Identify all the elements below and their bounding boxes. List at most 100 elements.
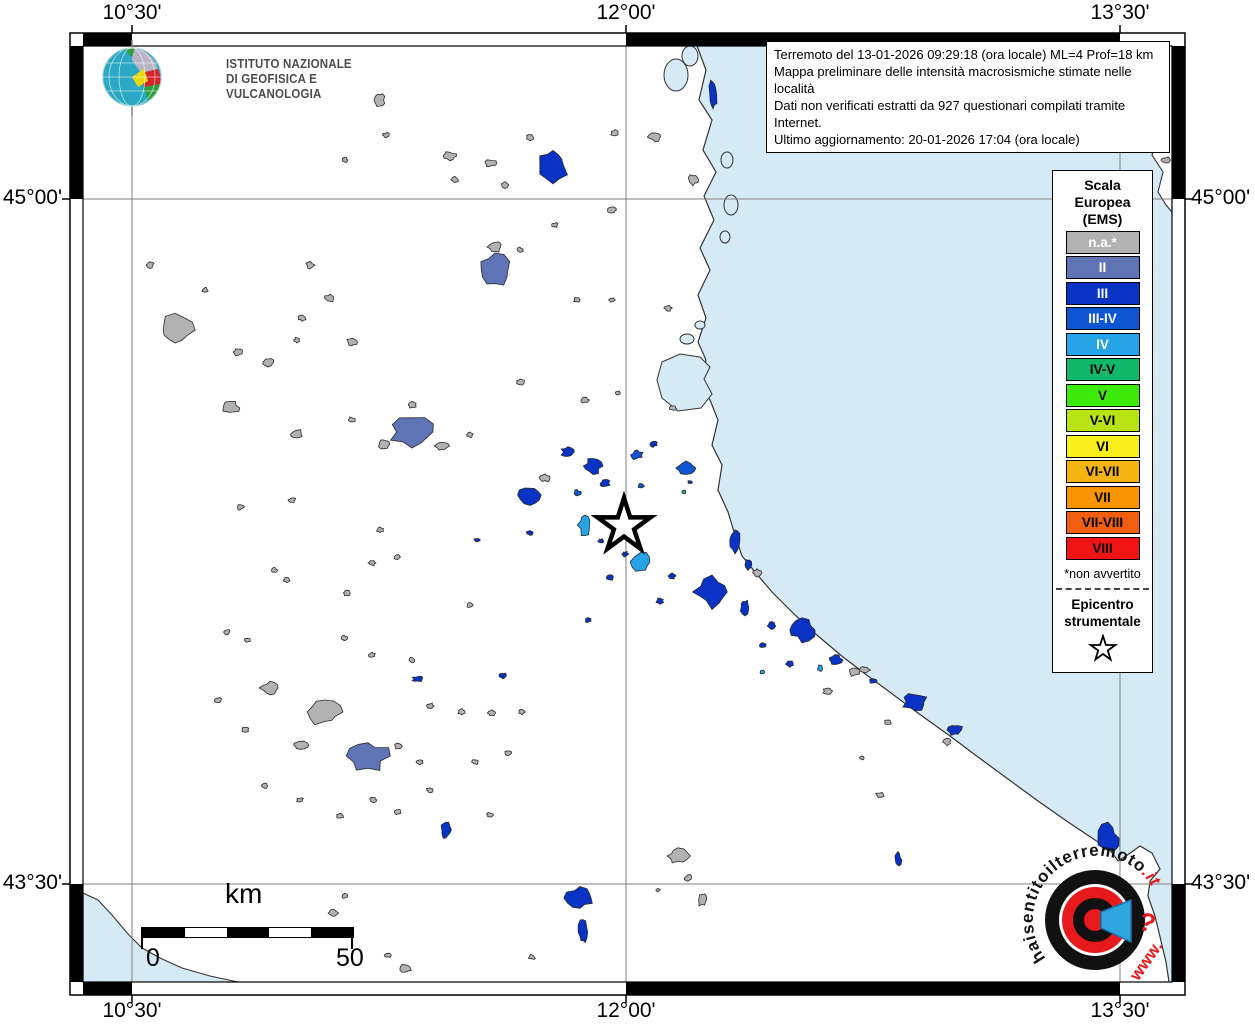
scalebar-start-label: 0: [146, 944, 160, 972]
locality-intensity-iii: [655, 597, 665, 605]
locality-intensity-na: [516, 378, 525, 386]
legend-swatch-vii8: VII-VIII: [1065, 511, 1140, 534]
locality-intensity-na: [340, 634, 349, 642]
megaphone-icon: [1100, 898, 1132, 944]
legend-swatch-viii: VIII: [1065, 536, 1140, 560]
locality-intensity-na: [346, 337, 358, 347]
legend-epicenter-line1: Epicentro: [1071, 596, 1134, 612]
ingv-org-name: ISTITUTO NAZIONALE DI GEOFISICA E VULCAN…: [226, 57, 410, 102]
locality-intensity-iv: [759, 669, 766, 675]
legend-title-line3: (EMS): [1082, 211, 1123, 227]
locality-intensity-iv5: [681, 489, 687, 495]
locality-intensity-na: [687, 174, 700, 187]
axis-label-top-1030: 10°30': [102, 1, 162, 24]
locality-intensity-na: [486, 812, 494, 818]
locality-intensity-iii: [687, 480, 693, 485]
legend-swatch-v6: V-VI: [1065, 409, 1140, 432]
locality-intensity-na: [466, 431, 474, 438]
locality-intensity-na: [287, 497, 297, 503]
legend-title-line1: Scala: [1084, 177, 1121, 193]
locality-intensity-na: [538, 473, 551, 483]
locality-intensity-na: [859, 666, 872, 673]
locality-intensity-na: [608, 297, 616, 303]
axis-label-left-4330: 43°30': [2, 871, 62, 894]
locality-intensity-na: [580, 396, 591, 404]
scalebar-segment: [227, 928, 269, 937]
locality-intensity-na: [663, 305, 674, 312]
locality-intensity-na: [327, 908, 340, 917]
axis-label-right-4500: 45°00': [1191, 186, 1251, 209]
locality-intensity-na: [426, 787, 434, 794]
coastline: [696, 45, 1170, 983]
locality-intensity-na: [369, 796, 378, 804]
locality-intensity-iii: [759, 642, 767, 648]
locality-intensity-na: [232, 348, 243, 357]
locality-intensity-iv: [629, 551, 651, 572]
locality-intensity-na: [258, 680, 279, 696]
axis-label-top-1330: 13°30': [1090, 1, 1150, 24]
epicenter-star-icon: [1087, 633, 1118, 662]
locality-intensity-na: [297, 314, 307, 322]
locality-intensity-na: [526, 134, 535, 142]
scalebar-segment: [185, 928, 227, 937]
locality-intensity-na: [668, 405, 678, 411]
locality-intensity-iii: [605, 574, 614, 581]
scalebar-segment: [269, 928, 311, 937]
locality-intensity-iii: [667, 572, 677, 580]
info-line-source: Dati non verificati estratti da 927 ques…: [774, 98, 1126, 130]
locality-intensity-iii: [599, 479, 611, 488]
scalebar-unit-label: km: [225, 878, 263, 909]
locality-intensity-na: [518, 709, 526, 716]
locality-intensity-iii: [597, 538, 605, 544]
ingv-org-line1: ISTITUTO NAZIONALE: [226, 57, 352, 71]
locality-intensity-na: [426, 702, 435, 709]
locality-intensity-na: [262, 358, 275, 368]
comacchio-lagoon: [656, 353, 713, 412]
locality-intensity-iii: [902, 693, 928, 712]
lagoon-pond: [681, 45, 699, 67]
legend-swatch-v: V: [1065, 383, 1140, 407]
legend-swatch-na: n.a.*: [1065, 230, 1140, 254]
locality-intensity-iii: [785, 660, 794, 669]
locality-intensity-iii4: [675, 460, 697, 475]
legend-swatch-ii: II: [1065, 256, 1140, 279]
ingv-globe-icon: [102, 40, 162, 116]
locality-intensity-na: [407, 400, 417, 409]
lagoon-pond: [719, 230, 731, 244]
locality-intensity-iii: [411, 675, 424, 683]
locality-intensity-iii: [440, 821, 452, 839]
legend-title-line2: Europea: [1074, 194, 1131, 210]
locality-intensity-na: [378, 439, 391, 450]
locality-intensity-na: [471, 759, 479, 765]
locality-intensity-iii: [517, 487, 542, 506]
locality-intensity-na: [342, 589, 351, 597]
locality-intensity-iii: [649, 440, 658, 448]
locality-intensity-iii: [1097, 821, 1120, 852]
locality-intensity-na: [373, 93, 386, 108]
locality-intensity-na: [305, 260, 316, 270]
locality-intensity-na: [504, 750, 513, 757]
frame-bar: [1172, 46, 1185, 199]
legend-swatch-vii: VII: [1065, 485, 1140, 509]
locality-intensity-na: [408, 657, 416, 664]
locality-intensity-na: [237, 504, 246, 511]
locality-intensity-na: [243, 637, 251, 643]
locality-intensity-iv: [576, 514, 591, 536]
locality-intensity-na: [341, 892, 349, 899]
locality-intensity-ii: [480, 252, 511, 286]
locality-intensity-na: [614, 390, 621, 396]
locality-intensity-na: [607, 206, 617, 214]
locality-intensity-na: [516, 246, 524, 253]
locality-intensity-na: [271, 566, 279, 573]
locality-intensity-na: [376, 526, 384, 534]
scalebar-segment: [143, 928, 185, 937]
axis-label-bottom-1330: 13°30': [1090, 999, 1150, 1022]
frame-bar: [83, 33, 132, 46]
frame-bar: [83, 982, 132, 995]
locality-intensity-na: [849, 667, 862, 677]
locality-intensity-na: [942, 737, 952, 747]
axis-label-left-4500: 45°00': [2, 186, 62, 209]
locality-intensity-na: [859, 755, 865, 761]
